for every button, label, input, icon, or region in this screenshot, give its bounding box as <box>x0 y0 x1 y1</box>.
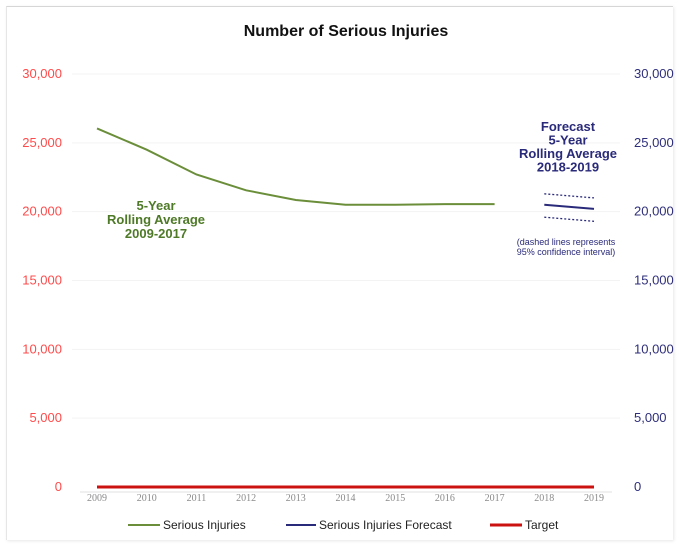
legend: Serious Injuries Serious Injuries Forecas… <box>128 518 559 532</box>
y-tick-label-right: 30,000 <box>634 66 674 81</box>
legend-label: Serious Injuries Forecast <box>319 518 452 532</box>
chart-title: Number of Serious Injuries <box>244 23 449 40</box>
y-tick-label-right: 0 <box>634 479 641 494</box>
y-tick-label-left: 5,000 <box>29 410 62 425</box>
series-line-forecast <box>544 203 595 210</box>
y-tick-label-right: 5,000 <box>634 410 667 425</box>
chart-frame <box>6 6 673 540</box>
annotation-forecast: Forecast <box>541 119 596 134</box>
y-tick-label-right: 25,000 <box>634 135 674 150</box>
x-tick-label: 2019 <box>584 493 604 504</box>
x-tick-label: 2011 <box>187 493 207 504</box>
y-tick-label-left: 15,000 <box>22 273 62 288</box>
x-tick-label: 2014 <box>336 493 356 504</box>
gridlines <box>72 73 620 419</box>
y-tick-label-right: 20,000 <box>634 204 674 219</box>
x-tick-label: 2018 <box>534 493 554 504</box>
x-axis: 2009 2010 2011 2012 2013 2014 2015 2016 2017 2018… <box>80 491 612 504</box>
annotation-confidence-note: 95% confidence interval) <box>517 247 616 257</box>
x-tick-label: 2013 <box>286 493 306 504</box>
annotation-forecast: 2018-2019 <box>537 160 599 175</box>
x-tick-label: 2017 <box>485 493 505 504</box>
x-tick-label: 2010 <box>137 493 157 504</box>
y-tick-label-left: 30,000 <box>22 66 62 81</box>
series-line-serious-injuries <box>96 127 495 206</box>
forecast-upper-ci <box>544 193 595 199</box>
x-tick-label: 2009 <box>87 493 107 504</box>
y-tick-label-left: 20,000 <box>22 204 62 219</box>
y-tick-label-left: 0 <box>55 479 62 494</box>
legend-label: Target <box>525 518 559 532</box>
y-tick-label-left: 25,000 <box>22 135 62 150</box>
x-tick-label: 2015 <box>385 493 405 504</box>
annotation-confidence-note: (dashed lines represents <box>517 237 616 247</box>
y-tick-label-right: 10,000 <box>634 341 674 356</box>
y-axis-right: 0 5,000 10,000 15,000 20,000 25,000 30,000 <box>634 66 674 494</box>
annotation-rolling-average: 2009-2017 <box>125 226 187 241</box>
legend-label: Serious Injuries <box>163 518 246 532</box>
x-tick-label: 2016 <box>435 493 455 504</box>
annotation-forecast: 5-Year <box>548 133 587 148</box>
y-tick-label-right: 15,000 <box>634 273 674 288</box>
x-tick-label: 2012 <box>236 493 256 504</box>
annotation-rolling-average: Rolling Average <box>107 212 205 227</box>
forecast-lower-ci <box>544 216 595 222</box>
series-layer <box>96 127 595 489</box>
annotation-forecast: Rolling Average <box>519 146 617 161</box>
y-axis-left: 0 5,000 10,000 15,000 20,000 25,000 30,000 <box>22 66 62 494</box>
y-tick-label-left: 10,000 <box>22 341 62 356</box>
annotation-rolling-average: 5-Year <box>136 198 175 213</box>
